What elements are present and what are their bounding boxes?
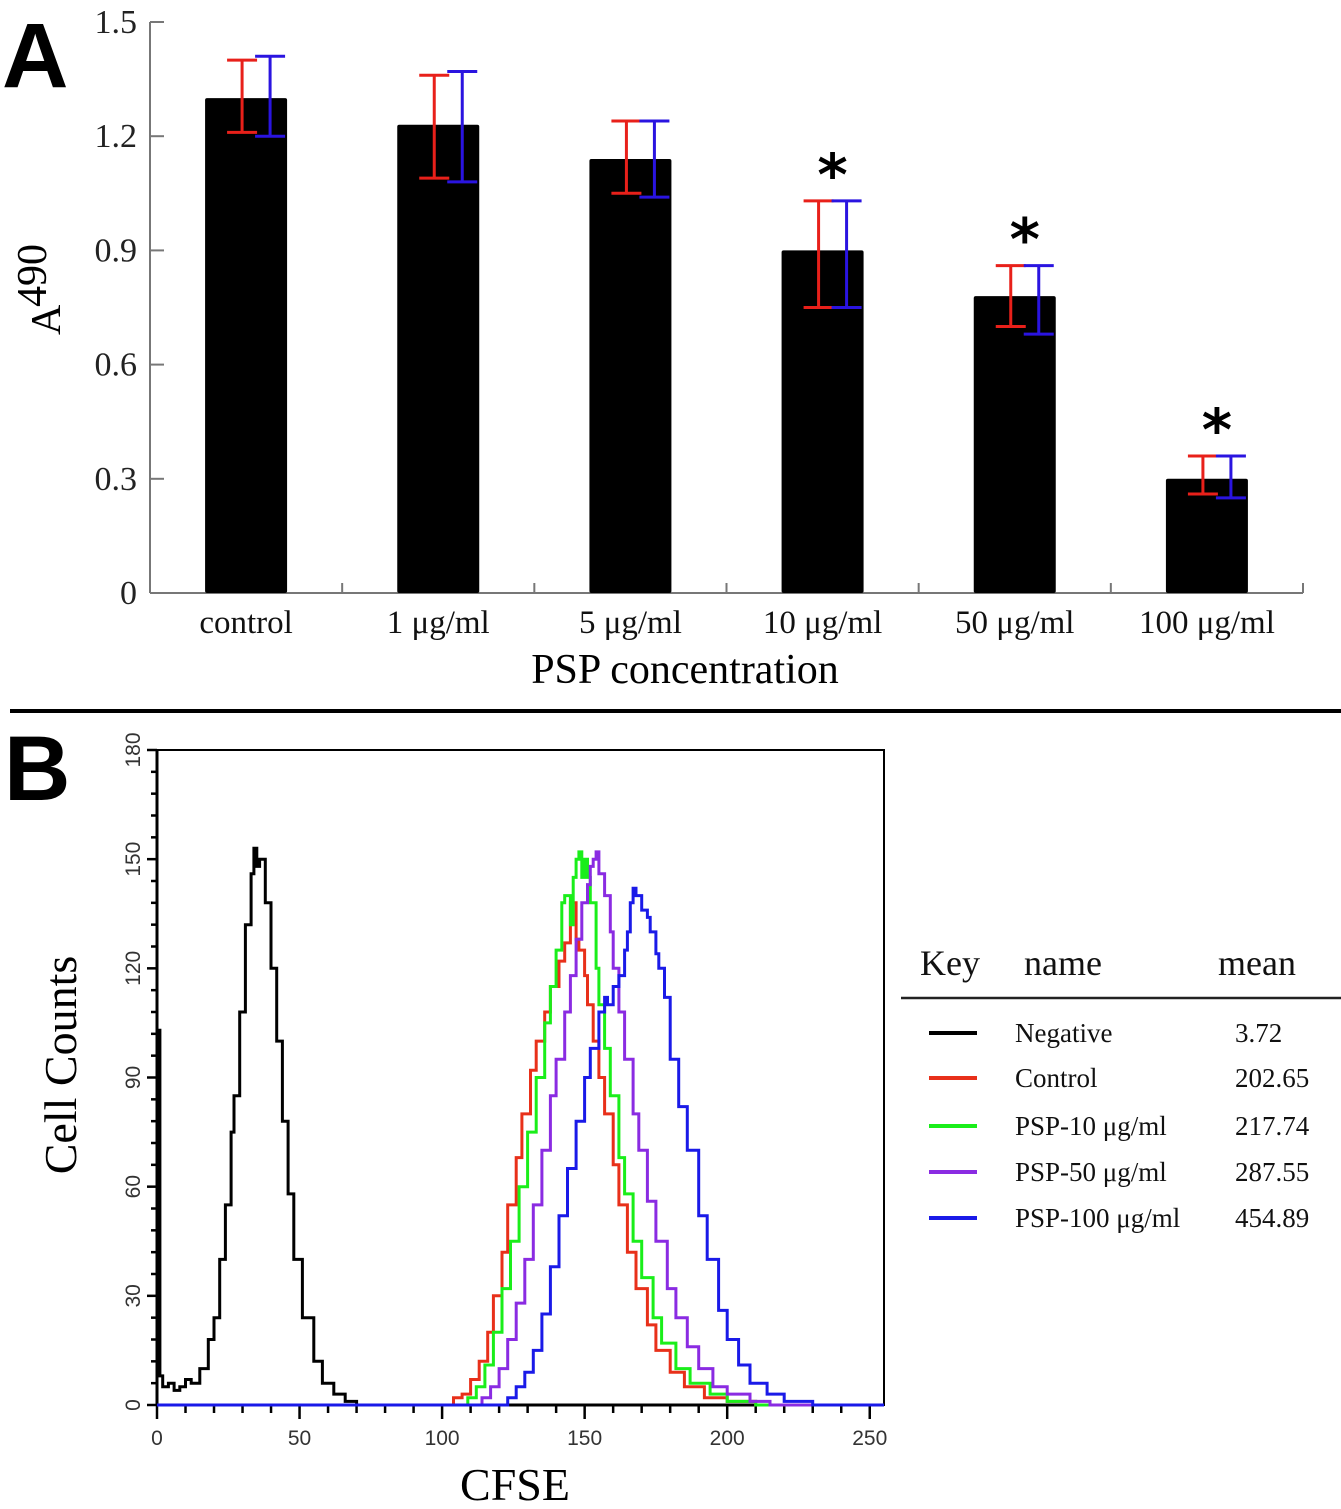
panel-b-x-tick-label: 150 [567, 1427, 602, 1450]
legend-entry-name: PSP-10 μg/ml [1015, 1111, 1167, 1141]
panel-b-x-tick-label: 100 [425, 1427, 460, 1450]
panel-a-letter: A [2, 5, 68, 107]
histogram-psp-10-g-ml [157, 850, 884, 1407]
error-bar-red [1187, 454, 1218, 496]
panel-a-x-axis-title: PSP concentration [531, 647, 839, 693]
panel-b-axes: 0 30 60 90 120 150 180 0 50 100 150 200 250 [122, 732, 887, 1450]
panel-a: A 0 0.3 0.6 0.9 1.2 1.5 control 1 μg/ml 5 μg/ml 1… [2, 4, 1304, 693]
bar [781, 250, 864, 593]
panel-a-category-label: 50 μg/ml [955, 605, 1074, 641]
error-bar-blue [831, 199, 862, 309]
panel-b-letter: B [4, 718, 70, 820]
panel-b-y-axis-title: Cell Counts [35, 956, 86, 1175]
panel-a-category-label: 5 μg/ml [579, 605, 682, 641]
panel-b-y-tick-label: 60 [122, 1175, 145, 1198]
legend-header-key: Key [920, 943, 980, 983]
error-bar-blue [1215, 454, 1246, 500]
significance-asterisk: * [817, 141, 847, 209]
panel-b-legend: Key name mean Negative 3.72 Control 202.65 PSP-… [901, 943, 1341, 1233]
panel-a-y-axis-title-main: A [24, 304, 70, 335]
error-bar-red [803, 199, 834, 309]
histogram-negative [157, 846, 884, 1407]
histogram-control [157, 901, 884, 1407]
panel-b-x-axis-title: CFSE [460, 1459, 570, 1509]
legend-header-mean: mean [1218, 943, 1296, 983]
panel-a-y-tick-label: 1.2 [95, 118, 138, 155]
legend-entry-name: PSP-50 μg/ml [1015, 1157, 1167, 1187]
error-bar-red [611, 119, 642, 195]
legend-entry-mean: 202.65 [1235, 1063, 1309, 1093]
panel-b-x-tick-label: 200 [710, 1427, 745, 1450]
panel-a-category-label: 100 μg/ml [1139, 605, 1275, 641]
panel-b-y-tick-label: 30 [122, 1284, 145, 1307]
legend-entry-name: Control [1015, 1063, 1098, 1093]
legend-entry: Control 202.65 [929, 1063, 1309, 1093]
panel-a-category-label: 1 μg/ml [387, 605, 490, 641]
bar [589, 159, 672, 594]
legend-entry-mean: 454.89 [1235, 1203, 1309, 1233]
panel-a-labels: PSP concentration A 490 [10, 244, 839, 693]
significance-asterisk: * [1010, 206, 1040, 274]
legend-entry: Negative 3.72 [929, 1018, 1282, 1048]
panel-a-bars [205, 98, 1248, 594]
panel-b-x-tick-label: 0 [151, 1427, 163, 1450]
legend-entry: PSP-50 μg/ml 287.55 [929, 1157, 1309, 1187]
bar [973, 296, 1056, 593]
histogram-psp-50-g-ml [157, 850, 884, 1407]
panel-a-y-axis-title-sub: 490 [10, 244, 56, 307]
legend-entry-name: PSP-100 μg/ml [1015, 1203, 1180, 1233]
bar [1165, 478, 1248, 593]
panel-b-plot-frame [156, 749, 885, 1406]
panel-b-series [157, 846, 884, 1407]
error-bar-blue [255, 54, 286, 138]
panel-b-y-tick-label: 0 [122, 1399, 145, 1411]
panel-a-y-axis-title: A 490 [10, 244, 70, 335]
bar [397, 124, 480, 593]
error-bar-red [227, 58, 258, 134]
error-bar-blue [639, 119, 670, 199]
panel-a-y-tick-label: 0 [120, 575, 137, 612]
significance-asterisk: * [1202, 396, 1232, 464]
bar [205, 98, 288, 593]
histogram-psp-100-g-ml [157, 886, 884, 1407]
error-bar-blue [1023, 264, 1054, 336]
panel-b-y-tick-label: 180 [122, 732, 145, 767]
panel-a-error-bars: * * * [227, 54, 1246, 500]
legend-entry: PSP-100 μg/ml 454.89 [929, 1203, 1309, 1233]
panel-a-y-tick-label: 0.6 [95, 347, 138, 384]
legend-entry-mean: 3.72 [1235, 1018, 1282, 1048]
panel-a-y-tick-label: 0.9 [95, 232, 138, 269]
panel-a-category-label: control [199, 605, 292, 641]
error-bar-red [995, 264, 1026, 329]
panel-b-y-tick-label: 150 [122, 842, 145, 877]
panel-b-y-tick-label: 90 [122, 1066, 145, 1089]
panel-a-category-label: 10 μg/ml [763, 605, 882, 641]
panel-b-x-tick-label: 50 [288, 1427, 311, 1450]
panel-a-y-tick-label: 1.5 [95, 4, 138, 41]
legend-entry-mean: 217.74 [1235, 1111, 1310, 1141]
panel-a-axes: 0 0.3 0.6 0.9 1.2 1.5 control 1 μg/ml 5 μg/ml 10 … [95, 4, 1304, 641]
error-bar-blue [447, 69, 478, 184]
error-bar-red [419, 73, 450, 180]
legend-header-name: name [1024, 943, 1102, 983]
legend-entry-mean: 287.55 [1235, 1157, 1309, 1187]
legend-entry: PSP-10 μg/ml 217.74 [929, 1111, 1310, 1141]
panel-b: B 0 30 60 90 120 150 180 0 50 100 150 200 250 CFSE C… [4, 718, 1341, 1509]
panel-b-x-tick-label: 250 [852, 1427, 887, 1450]
panel-b-y-tick-label: 120 [122, 951, 145, 986]
legend-entry-name: Negative [1015, 1018, 1112, 1048]
panel-a-y-tick-label: 0.3 [95, 461, 138, 498]
